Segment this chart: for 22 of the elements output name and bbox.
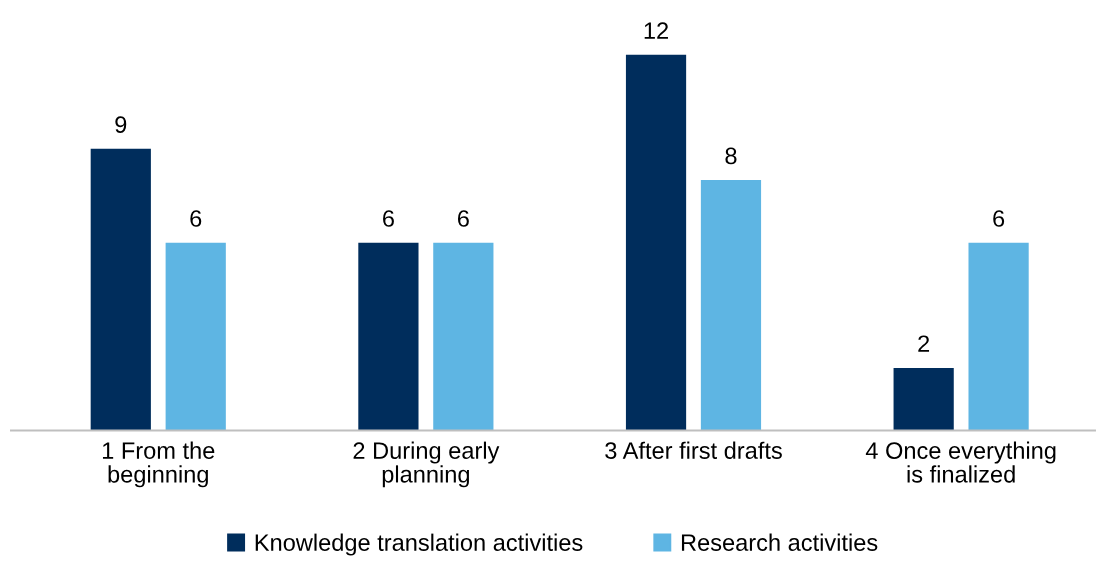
data-label: 6	[457, 210, 469, 227]
x-tick-label: 1 From the beginning	[102, 441, 215, 488]
legend-label: Knowledge translation activities	[255, 533, 583, 556]
data-label: 6	[383, 210, 394, 227]
bar	[358, 242, 419, 431]
data-label: 12	[644, 22, 668, 39]
x-tick-label: 4 Once everything is finalized	[865, 441, 1056, 483]
bar	[165, 242, 226, 431]
bar	[700, 180, 762, 431]
bar	[893, 367, 954, 431]
data-label: 9	[115, 116, 127, 133]
data-label: 2	[918, 335, 930, 352]
data-label: 6	[993, 210, 1005, 227]
legend-label: Research activities	[681, 533, 878, 551]
data-label: 8	[725, 147, 737, 165]
bar	[90, 148, 151, 431]
data-label: 6	[190, 210, 202, 227]
x-tick-label: 2 During early planning	[353, 441, 500, 488]
bar	[433, 242, 494, 431]
bar	[968, 242, 1029, 431]
x-tick-label: 3 After first drafts	[605, 441, 782, 459]
bar	[625, 54, 687, 431]
